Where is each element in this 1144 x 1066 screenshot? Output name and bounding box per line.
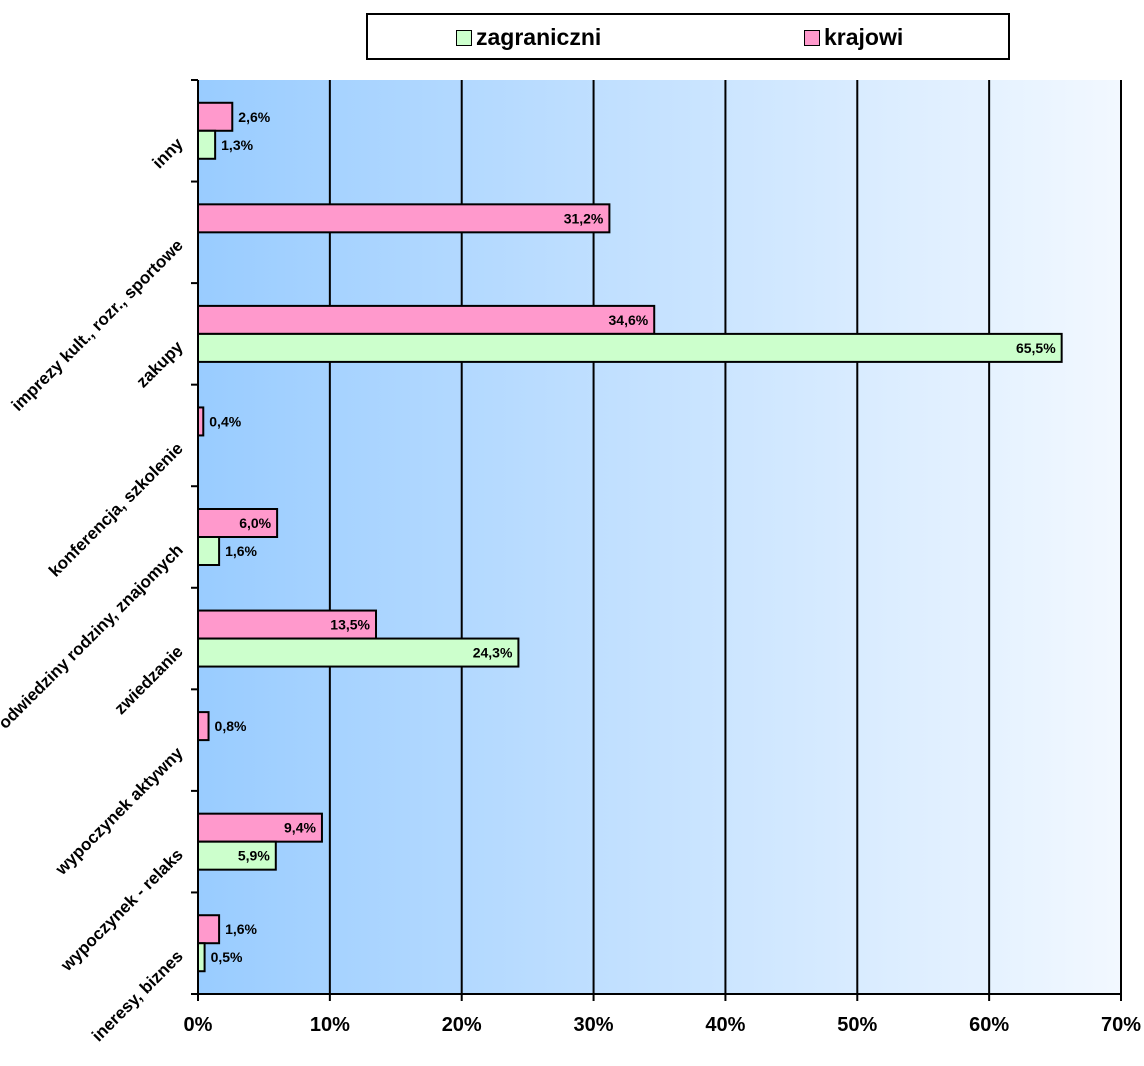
legend: zagraniczni krajowi xyxy=(366,13,1010,60)
bar-krajowi xyxy=(197,203,611,234)
bar-zagraniczni xyxy=(197,129,217,160)
data-label-zagraniczni: 1,3% xyxy=(221,137,253,153)
data-label-krajowi: 1,6% xyxy=(225,921,257,937)
data-label-krajowi: 9,4% xyxy=(284,820,316,836)
data-label-krajowi: 13,5% xyxy=(330,617,370,633)
bar-zagraniczni xyxy=(197,332,1063,363)
data-label-krajowi: 0,4% xyxy=(209,413,241,429)
x-tick-label: 50% xyxy=(837,1014,877,1036)
bar-krajowi xyxy=(197,914,221,945)
data-label-zagraniczni: 24,3% xyxy=(473,645,513,661)
x-tick-label: 30% xyxy=(574,1014,614,1036)
bar-krajowi xyxy=(197,711,210,742)
legend-swatch-zagraniczni xyxy=(456,29,472,46)
bar-krajowi xyxy=(197,304,656,335)
data-label-krajowi: 34,6% xyxy=(609,312,649,328)
category-label: zakupy xyxy=(133,337,188,392)
category-label: zwiedzanie xyxy=(111,642,187,718)
category-label: inny xyxy=(149,134,188,173)
legend-label-krajowi: krajowi xyxy=(824,24,904,50)
data-label-krajowi: 31,2% xyxy=(564,210,604,226)
x-tick-label: 0% xyxy=(184,1014,213,1036)
data-label-zagraniczni: 5,9% xyxy=(238,848,270,864)
legend-item-zagraniczni: zagraniczni xyxy=(456,24,601,51)
x-tick-label: 60% xyxy=(969,1014,1009,1036)
data-label-zagraniczni: 0,5% xyxy=(211,949,243,965)
bar-krajowi xyxy=(197,101,234,132)
category-label: ineresy, biznes xyxy=(88,947,187,1046)
category-label: imprezy kult., rozr., sportowe xyxy=(8,236,187,415)
data-label-krajowi: 6,0% xyxy=(239,515,271,531)
data-label-zagraniczni: 1,6% xyxy=(225,543,257,559)
x-tick-label: 10% xyxy=(310,1014,350,1036)
legend-item-krajowi: krajowi xyxy=(804,24,903,51)
x-tick-label: 20% xyxy=(442,1014,482,1036)
data-label-krajowi: 2,6% xyxy=(238,109,270,125)
bar-zagraniczni xyxy=(197,637,520,668)
legend-label-zagraniczni: zagraniczni xyxy=(476,24,602,50)
data-label-zagraniczni: 65,5% xyxy=(1016,340,1056,356)
legend-swatch-krajowi xyxy=(804,29,820,46)
category-label: odwiedziny rodziny, znajomych xyxy=(0,540,187,732)
data-label-krajowi: 0,8% xyxy=(215,718,247,734)
x-tick-label: 70% xyxy=(1101,1014,1141,1036)
bar-zagraniczni xyxy=(197,536,221,566)
x-tick-label: 40% xyxy=(705,1014,745,1036)
bar-zagraniczni xyxy=(197,840,277,871)
